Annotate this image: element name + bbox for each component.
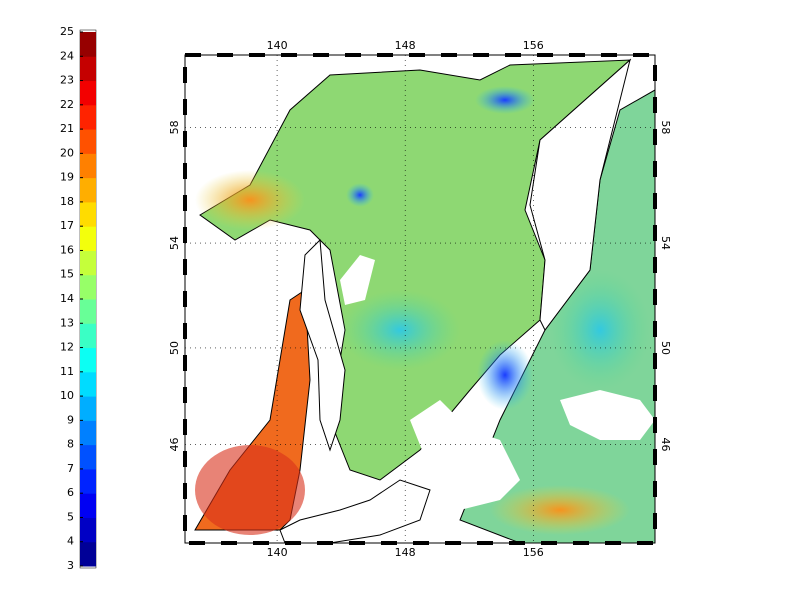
cool-area — [340, 290, 460, 370]
colorbar-segment — [80, 541, 96, 567]
colorbar-label: 5 — [67, 510, 74, 523]
colorbar-segment — [80, 323, 96, 349]
colorbar-segment — [80, 153, 96, 179]
colorbar-segment — [80, 468, 96, 494]
colorbar-label: 21 — [60, 122, 74, 135]
colorbar-segment — [80, 177, 96, 203]
colorbar-label: 24 — [60, 49, 74, 62]
y-tick-label: 54 — [659, 236, 672, 250]
warm-area — [195, 170, 305, 230]
colorbar-segment — [80, 104, 96, 130]
colorbar-label: 14 — [60, 292, 74, 305]
colorbar-label: 10 — [60, 389, 74, 402]
x-tick-label: 156 — [523, 546, 544, 559]
y-tick-label: 54 — [168, 236, 181, 250]
colorbar-segment — [80, 56, 96, 82]
colorbar-label: 20 — [60, 146, 74, 159]
colorbar-label: 13 — [60, 316, 74, 329]
warm-area — [195, 445, 305, 535]
map-frame-ticks — [183, 53, 657, 545]
colorbar-label: 18 — [60, 195, 74, 208]
colorbar-segment — [80, 129, 96, 154]
colorbar-label: 12 — [60, 341, 74, 354]
no-data — [560, 390, 655, 440]
colorbar-label: 7 — [67, 462, 74, 475]
x-tick-label: 140 — [267, 546, 288, 559]
x-tick-label: 148 — [395, 39, 416, 52]
colorbar-segment — [80, 299, 96, 324]
colorbar-segment — [80, 250, 96, 276]
colorbar-label: 6 — [67, 486, 74, 499]
colorbar-segment — [80, 420, 96, 446]
graticule — [185, 55, 655, 543]
colorbar-label: 17 — [60, 219, 74, 232]
colorbar-label: 3 — [67, 559, 74, 572]
colorbar-segment — [80, 274, 96, 300]
no-data — [340, 255, 375, 305]
colorbar-segment — [80, 201, 96, 227]
colorbar-segment — [80, 517, 96, 543]
colorbar-label: 4 — [67, 535, 74, 548]
colorbar-label: 23 — [60, 74, 74, 87]
colorbar-segment — [80, 32, 96, 57]
land-hokkaido — [279, 479, 431, 543]
colorbar-segment — [80, 371, 96, 397]
colorbar-segment — [80, 396, 96, 421]
no-data — [410, 400, 520, 510]
y-tick-label: 46 — [168, 438, 181, 452]
colorbar-label: 9 — [67, 413, 74, 426]
cold-area — [346, 183, 374, 207]
colorbar-segment — [80, 444, 96, 470]
y-tick-label: 46 — [659, 438, 672, 452]
colorbar-label: 8 — [67, 438, 74, 451]
x-tick-label: 156 — [523, 39, 544, 52]
colorbar-segment — [80, 493, 96, 518]
cold-area — [475, 86, 535, 114]
colorbar-label: 25 — [60, 25, 74, 38]
colorbar-label: 19 — [60, 171, 74, 184]
y-tick-label: 58 — [659, 120, 672, 134]
y-tick-label: 50 — [659, 341, 672, 355]
x-tick-label: 140 — [267, 39, 288, 52]
x-tick-label: 148 — [395, 546, 416, 559]
colorbar-segment — [80, 80, 96, 106]
cold-area — [477, 340, 533, 410]
cool-area — [550, 270, 650, 390]
land-sakhalin — [299, 238, 346, 452]
y-tick-label: 58 — [168, 120, 181, 134]
colorbar-label: 16 — [60, 243, 74, 256]
colorbar-label: 11 — [60, 365, 74, 378]
colorbar-label: 15 — [60, 268, 74, 281]
warm-area — [490, 485, 630, 535]
colorbar-segment — [80, 226, 96, 251]
colorbar-label: 22 — [60, 98, 74, 111]
colorbar-segment — [80, 347, 96, 373]
y-tick-label: 50 — [168, 341, 181, 355]
